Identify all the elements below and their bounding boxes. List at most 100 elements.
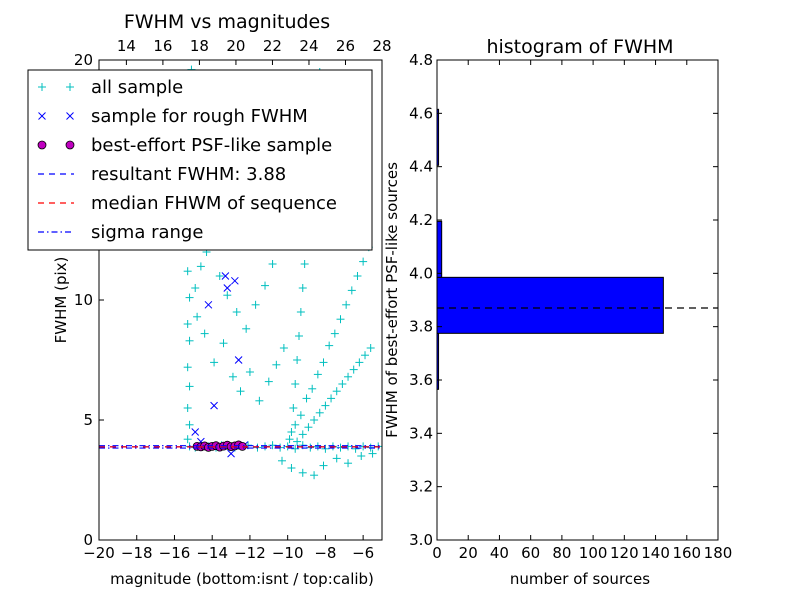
scatter-point-s0-61 bbox=[245, 368, 254, 376]
scatter-ytick-label-2: 10 bbox=[74, 291, 93, 309]
scatter-point-s0-71 bbox=[296, 308, 305, 316]
scatter-point-s0-59 bbox=[228, 372, 237, 381]
scatter-point-s0-49 bbox=[242, 324, 251, 333]
scatter-point-s0-91 bbox=[336, 315, 345, 324]
scatter-point-s0-116 bbox=[332, 454, 341, 463]
scatter-point-s0-108 bbox=[355, 358, 364, 367]
scatter-point-s0-111 bbox=[278, 456, 287, 465]
histogram-bar-2 bbox=[436, 220, 443, 278]
histogram-ytick-label-7: 4.4 bbox=[409, 158, 433, 176]
scatter-point-s0-52 bbox=[268, 260, 277, 268]
scatter-xtick-label-5: −10 bbox=[272, 544, 304, 562]
histogram-xtick-label-2: 40 bbox=[490, 544, 509, 562]
scatter-ytick-label-0: 0 bbox=[83, 531, 93, 549]
legend-marker-1-b bbox=[66, 112, 74, 120]
scatter-point-s0-31 bbox=[183, 363, 192, 372]
histogram-xtick-label-7: 140 bbox=[641, 544, 670, 562]
scatter-point-s0-97 bbox=[293, 437, 302, 446]
scatter-point-s0-67 bbox=[289, 404, 298, 412]
scatter-top-xtick-label-0: 14 bbox=[117, 37, 136, 55]
scatter-xlabel: magnitude (bottom:isnt / top:calib) bbox=[110, 570, 374, 588]
scatter-point-s0-55 bbox=[193, 312, 202, 321]
scatter-point-s0-72 bbox=[298, 284, 307, 292]
scatter-point-s0-27 bbox=[183, 435, 192, 444]
scatter-point-s0-48 bbox=[232, 308, 241, 316]
scatter-point-s0-94 bbox=[353, 272, 362, 280]
scatter-point-s0-115 bbox=[319, 461, 328, 470]
histogram-panel: 0 20 40 60 80 100 120 140 160 180 3.0 3.2 3.4 3.6 3.8 4… bbox=[383, 36, 732, 588]
scatter-point-s0-58 bbox=[219, 339, 228, 348]
histogram-ytick-label-6: 4.2 bbox=[409, 211, 433, 229]
legend-label-4: median FHWM of sequence bbox=[91, 193, 337, 214]
histogram-xtick-label-4: 80 bbox=[552, 544, 571, 562]
legend-box bbox=[27, 69, 373, 251]
scatter-point-s0-119 bbox=[368, 449, 377, 458]
histogram-ticks: 0 20 40 60 80 100 120 140 160 180 3.0 3.2 3.4 3.6 3.8 4… bbox=[409, 51, 732, 562]
scatter-point-s1-4 bbox=[221, 272, 230, 280]
scatter-point-s1-3 bbox=[210, 401, 218, 410]
scatter-point-s0-100 bbox=[310, 416, 319, 424]
scatter-point-s0-47 bbox=[223, 291, 232, 300]
scatter-point-s0-50 bbox=[251, 300, 260, 309]
legend-marker-0-a bbox=[38, 83, 46, 91]
scatter-point-s0-92 bbox=[342, 300, 351, 309]
histogram-ytick-label-5: 4.0 bbox=[409, 264, 433, 282]
scatter-point-s0-99 bbox=[304, 423, 313, 432]
legend-label-3: resultant FWHM: 3.88 bbox=[91, 164, 286, 185]
scatter-point-s0-95 bbox=[359, 257, 368, 266]
scatter-ylabel: FWHM (pix) bbox=[52, 257, 70, 344]
scatter-top-xtick-label-7: 28 bbox=[372, 37, 391, 55]
scatter-point-s0-105 bbox=[338, 380, 347, 388]
scatter-point-s0-88 bbox=[319, 358, 328, 367]
scatter-point-s0-117 bbox=[344, 459, 353, 468]
scatter-ytick-label-1: 5 bbox=[83, 411, 93, 429]
scatter-point-s0-51 bbox=[261, 281, 270, 290]
scatter-point-s0-102 bbox=[321, 401, 330, 410]
histogram-ytick-label-0: 3.0 bbox=[409, 531, 433, 549]
legend-label-1: sample for rough FWHM bbox=[91, 106, 308, 127]
histogram-ytick-label-4: 3.8 bbox=[409, 318, 433, 336]
legend-label-5: sigma range bbox=[91, 222, 203, 243]
scatter-point-s1-6 bbox=[230, 276, 239, 285]
scatter-ytick-label-4: 20 bbox=[74, 51, 93, 69]
scatter-top-xtick-label-5: 24 bbox=[299, 37, 318, 55]
scatter-point-s0-17 bbox=[306, 443, 315, 452]
scatter-xtick-label-6: −8 bbox=[314, 544, 336, 562]
histogram-ytick-label-9: 4.8 bbox=[409, 51, 433, 69]
scatter-point-s0-98 bbox=[298, 430, 307, 439]
scatter-point-s0-90 bbox=[330, 329, 339, 338]
scatter-title: FWHM vs magnitudes bbox=[124, 11, 330, 33]
scatter-point-s0-87 bbox=[313, 370, 322, 379]
scatter-point-s0-29 bbox=[183, 404, 192, 412]
scatter-point-s0-82 bbox=[285, 435, 294, 444]
scatter-point-s1-0 bbox=[191, 428, 200, 436]
scatter-top-xtick-label-2: 18 bbox=[190, 37, 209, 55]
scatter-point-s0-89 bbox=[325, 341, 334, 350]
scatter-top-xtick-label-6: 26 bbox=[336, 37, 355, 55]
scatter-point-s1-8 bbox=[227, 449, 235, 458]
scatter-top-xtick-label-4: 22 bbox=[263, 37, 282, 55]
scatter-point-s0-56 bbox=[200, 329, 209, 338]
histogram-axes-frame bbox=[436, 59, 719, 541]
scatter-xtick-label-1: −18 bbox=[121, 544, 153, 562]
legend-marker-0-b bbox=[66, 83, 74, 91]
scatter-point-s0-64 bbox=[272, 360, 281, 369]
legend-label-0: all sample bbox=[91, 77, 183, 98]
histogram-xtick-label-5: 100 bbox=[579, 544, 608, 562]
scatter-point-s0-33 bbox=[183, 320, 192, 328]
scatter-point-s0-118 bbox=[357, 452, 366, 460]
histogram-xtick-label-3: 60 bbox=[521, 544, 540, 562]
scatter-point-s0-101 bbox=[315, 408, 324, 417]
scatter-point-s0-69 bbox=[293, 356, 302, 364]
histogram-xtick-label-9: 180 bbox=[704, 544, 733, 562]
scatter-point-s0-65 bbox=[279, 344, 288, 352]
scatter-top-xtick-label-3: 20 bbox=[226, 37, 245, 55]
scatter-point-s0-85 bbox=[302, 394, 311, 403]
scatter-top-xtick-label-1: 16 bbox=[153, 37, 172, 55]
scatter-point-s0-86 bbox=[308, 384, 317, 393]
scatter-point-s0-112 bbox=[287, 464, 296, 472]
scatter-point-s0-107 bbox=[349, 365, 358, 374]
legend-marker-2-a bbox=[37, 140, 47, 150]
scatter-point-s0-43 bbox=[196, 262, 205, 271]
